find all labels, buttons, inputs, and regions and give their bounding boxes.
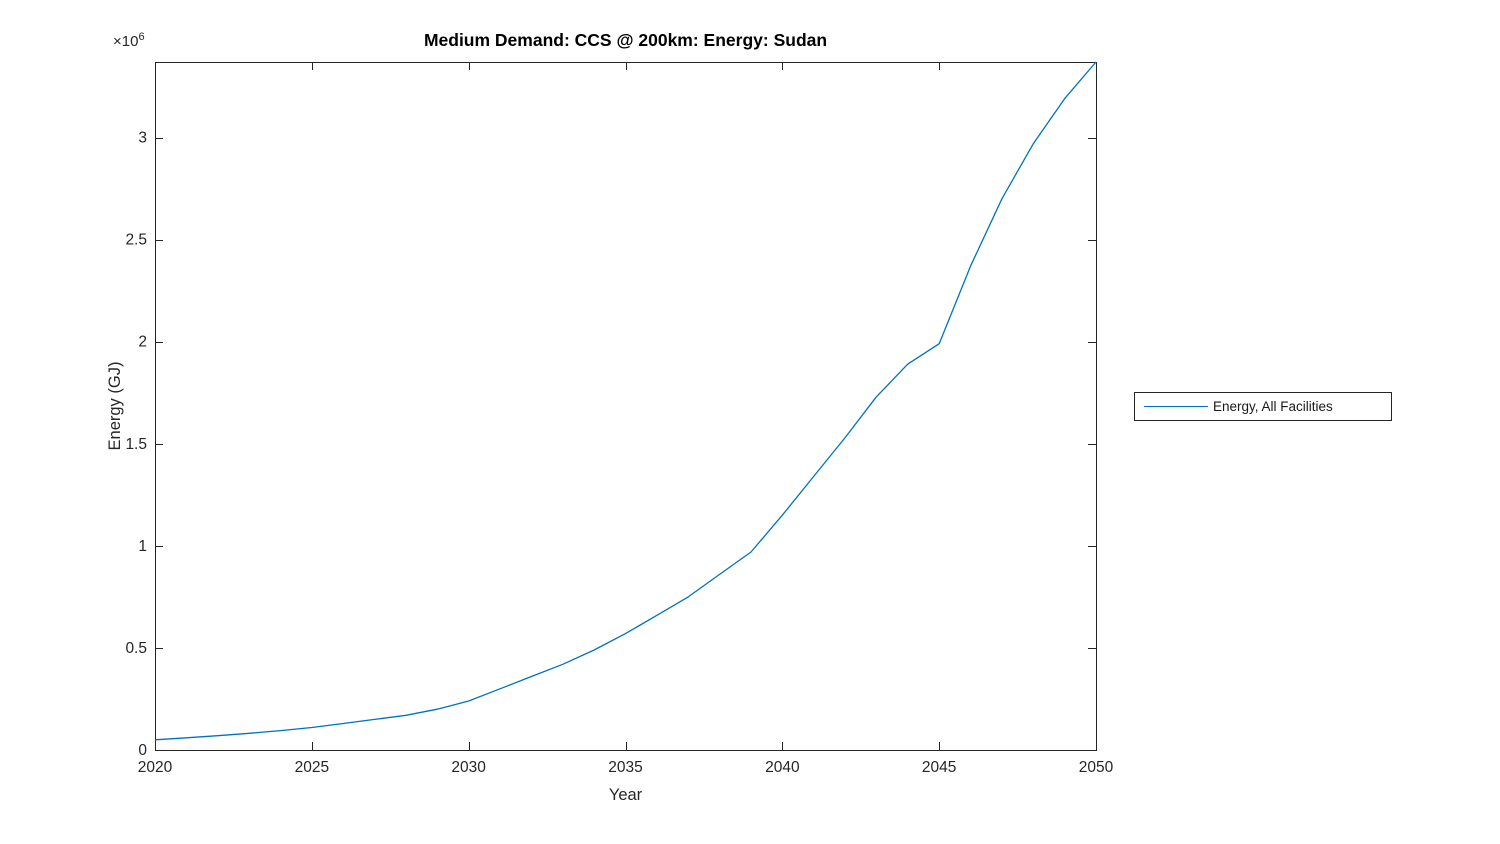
legend: Energy, All Facilities: [1134, 392, 1392, 421]
x-tick-label: 2040: [765, 759, 800, 776]
y-axis-label: Energy (GJ): [106, 361, 124, 451]
y-tick-label: 0: [138, 742, 147, 759]
y-tick-label: 2.5: [125, 232, 147, 249]
y-tick-label: 1: [138, 538, 147, 555]
y-tick-label: 0.5: [125, 640, 147, 657]
x-tick-label: 2050: [1079, 759, 1114, 776]
energy-series-line: [154, 61, 1097, 741]
y-tick-label: 3: [138, 130, 147, 147]
y-tick-label: 1.5: [125, 436, 147, 453]
x-tick-label: 2020: [138, 759, 173, 776]
x-tick-label: 2030: [451, 759, 486, 776]
x-axis-label: Year: [608, 786, 643, 804]
x-tick-label: 2025: [295, 759, 329, 776]
axes-box: [155, 62, 1097, 751]
chart-title: Medium Demand: CCS @ 200km: Energy: Suda…: [423, 30, 828, 50]
x-tick-label: 2035: [608, 759, 642, 776]
legend-line-sample-icon: [1144, 406, 1208, 407]
x-tick-label: 2045: [922, 759, 956, 776]
y-tick-label: 2: [138, 334, 147, 351]
legend-entry-label: Energy, All Facilities: [1213, 399, 1333, 414]
y-axis-multiplier: ×106: [113, 31, 145, 50]
